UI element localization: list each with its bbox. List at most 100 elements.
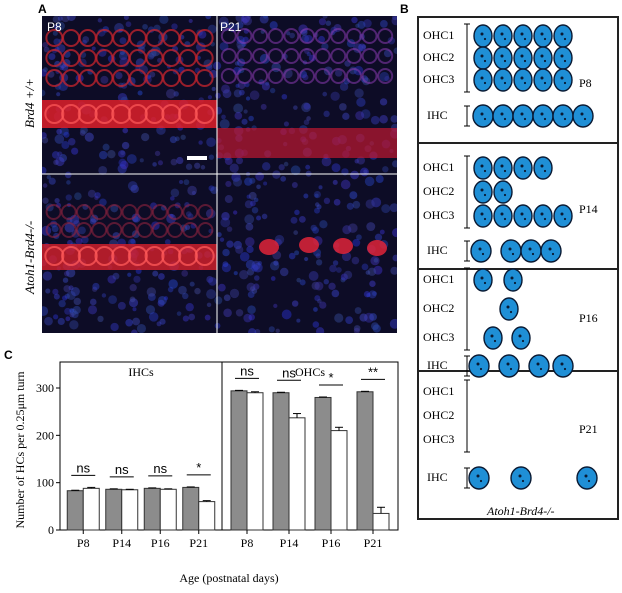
row-label-ohc2: OHC2	[423, 301, 455, 315]
hair-cell	[552, 354, 574, 378]
hair-cell	[493, 24, 513, 48]
bar	[272, 392, 290, 531]
panel-a-letter: A	[38, 2, 47, 16]
y-axis-label: Number of HCs per 0.25μm turn	[13, 371, 27, 528]
significance-label: ns	[76, 460, 90, 475]
hair-cell	[473, 156, 493, 180]
hair-cell	[473, 204, 493, 228]
panel-b-letter: B	[400, 2, 409, 16]
x-axis-label: Age (postnatal days)	[179, 571, 278, 585]
x-tick-label: P16	[322, 536, 341, 550]
schematic-genotype-caption: Atoh1-Brd4-/-	[487, 504, 555, 518]
y-tick-label: 300	[36, 381, 54, 395]
row-label-ohc3: OHC3	[423, 432, 455, 446]
bar	[330, 430, 348, 531]
group-title: OHCs	[295, 365, 325, 379]
hair-cell	[499, 297, 519, 321]
significance-label: ns	[240, 363, 254, 378]
hair-cell	[473, 68, 493, 92]
x-tick-label: P14	[280, 536, 299, 550]
row-label-ohc2: OHC2	[423, 184, 455, 198]
hair-cell	[513, 156, 533, 180]
panel-c-letter: C	[4, 348, 13, 362]
hair-cell	[498, 354, 520, 378]
schematic-panel: OHC1 OHC2 OHC3 IHC P8 OHC1 OHC2 OHC3 IHC P14 OHC1 O…	[417, 16, 619, 520]
row-label-ohc2: OHC2	[423, 408, 455, 422]
hair-cell	[540, 239, 562, 263]
bar	[372, 512, 390, 531]
age-label-p21: P21	[220, 20, 242, 34]
hair-cell	[553, 46, 573, 70]
hair-cell	[472, 104, 494, 128]
hair-cell	[492, 104, 514, 128]
bar	[66, 490, 84, 531]
hair-cell	[483, 326, 503, 350]
genotype-label-knockout: Atoh1-Brd4-/-	[22, 220, 37, 294]
row-label-ihc: IHC	[427, 470, 448, 484]
hair-cell	[493, 156, 513, 180]
row-label-ohc3: OHC3	[423, 208, 455, 222]
bar	[198, 501, 216, 531]
y-tick-label: 200	[36, 428, 54, 442]
bar	[159, 488, 177, 531]
row-label-ihc: IHC	[427, 243, 448, 257]
row-label-ihc: IHC	[427, 108, 448, 122]
hair-cell	[493, 46, 513, 70]
genotype-label-wildtype: Brd4 +/+	[22, 78, 37, 128]
significance-label: ns	[153, 461, 167, 476]
y-tick-label: 100	[36, 476, 54, 490]
significance-label: ns	[115, 462, 129, 477]
hair-cell	[553, 24, 573, 48]
hair-cell	[533, 204, 553, 228]
bar	[82, 487, 100, 531]
row-label-ohc3: OHC3	[423, 330, 455, 344]
hair-cell	[533, 24, 553, 48]
hair-cell	[468, 354, 490, 378]
hair-cell	[473, 46, 493, 70]
schematic-cells	[464, 23, 598, 490]
row-label-ohc1: OHC1	[423, 272, 455, 286]
significance-label: **	[368, 364, 378, 379]
schematic-age-label: P8	[579, 76, 592, 90]
row-label-ohc2: OHC2	[423, 50, 455, 64]
bar	[143, 487, 161, 531]
significance-label: ns	[282, 365, 296, 380]
hair-cell	[500, 239, 522, 263]
hair-cell	[512, 104, 534, 128]
bar	[230, 390, 248, 531]
row-label-ohc3: OHC3	[423, 72, 455, 86]
row-label-ohc1: OHC1	[423, 384, 455, 398]
hair-cell	[533, 46, 553, 70]
bar	[182, 486, 200, 531]
chart-frame	[59, 361, 399, 531]
hair-cell	[513, 24, 533, 48]
x-tick-label: P8	[241, 536, 254, 550]
hair-cell	[470, 239, 492, 263]
hair-cell	[493, 204, 513, 228]
bar	[246, 392, 264, 531]
x-tick-label: P8	[77, 536, 90, 550]
bar-chart: 0 100 200 300 Number of HCs per 0.25μm turn A…	[13, 361, 399, 585]
row-label-ihc: IHC	[427, 358, 448, 372]
bar	[288, 417, 306, 531]
hair-cell	[553, 204, 573, 228]
hair-cell	[473, 24, 493, 48]
hair-cell	[510, 466, 532, 490]
hair-cell	[520, 239, 542, 263]
hair-cell	[493, 180, 513, 204]
hair-cell	[473, 180, 493, 204]
schematic-age-label: P16	[579, 311, 598, 325]
hair-cell	[493, 68, 513, 92]
hair-cell	[576, 466, 598, 490]
row-label-ohc1: OHC1	[423, 160, 455, 174]
hair-cell	[528, 354, 550, 378]
bar	[121, 489, 139, 531]
x-tick-label: P21	[189, 536, 208, 550]
hair-cell	[572, 104, 594, 128]
significance-label: *	[328, 370, 333, 385]
hair-cell	[552, 104, 574, 128]
hair-cell	[553, 68, 573, 92]
age-label-p8: P8	[47, 20, 62, 34]
schematic-age-label: P14	[579, 202, 598, 216]
microscopy-panel: P8 P21	[42, 16, 397, 333]
